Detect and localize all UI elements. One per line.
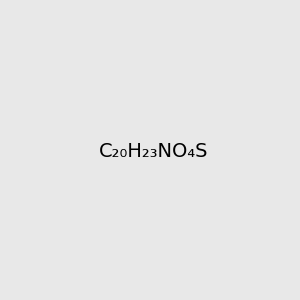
Text: C₂₀H₂₃NO₄S: C₂₀H₂₃NO₄S [99, 142, 208, 161]
